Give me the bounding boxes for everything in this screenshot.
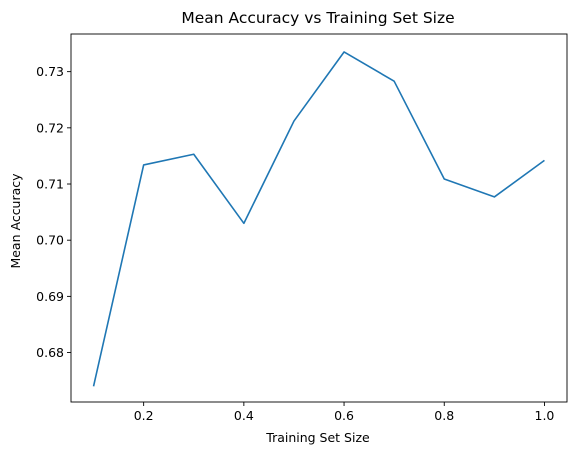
x-tick-label: 0.2: [134, 408, 154, 423]
y-tick-label: 0.73: [36, 64, 64, 79]
plot-area: [92, 51, 545, 387]
y-tick-label: 0.68: [36, 345, 64, 360]
x-tick-label: 0.4: [234, 408, 254, 423]
y-tick-label: 0.70: [36, 233, 64, 248]
y-tick-label: 0.72: [36, 120, 64, 135]
x-tick-label: 0.8: [434, 408, 454, 423]
y-axis-ticks: 0.68 0.69 0.70 0.71 0.72 0.73: [36, 64, 71, 360]
x-tick-label: 1.0: [535, 408, 555, 423]
series-line: [92, 51, 545, 387]
x-axis-ticks: 0.2 0.4 0.6 0.8 1.0: [134, 402, 555, 423]
plot-frame: [70, 33, 568, 403]
chart-title: Mean Accuracy vs Training Set Size: [181, 9, 454, 27]
x-axis-label: Training Set Size: [265, 430, 370, 445]
y-axis-label: Mean Accuracy: [8, 173, 23, 269]
y-tick-label: 0.71: [36, 177, 64, 192]
x-tick-label: 0.6: [334, 408, 354, 423]
y-tick-label: 0.69: [36, 289, 64, 304]
